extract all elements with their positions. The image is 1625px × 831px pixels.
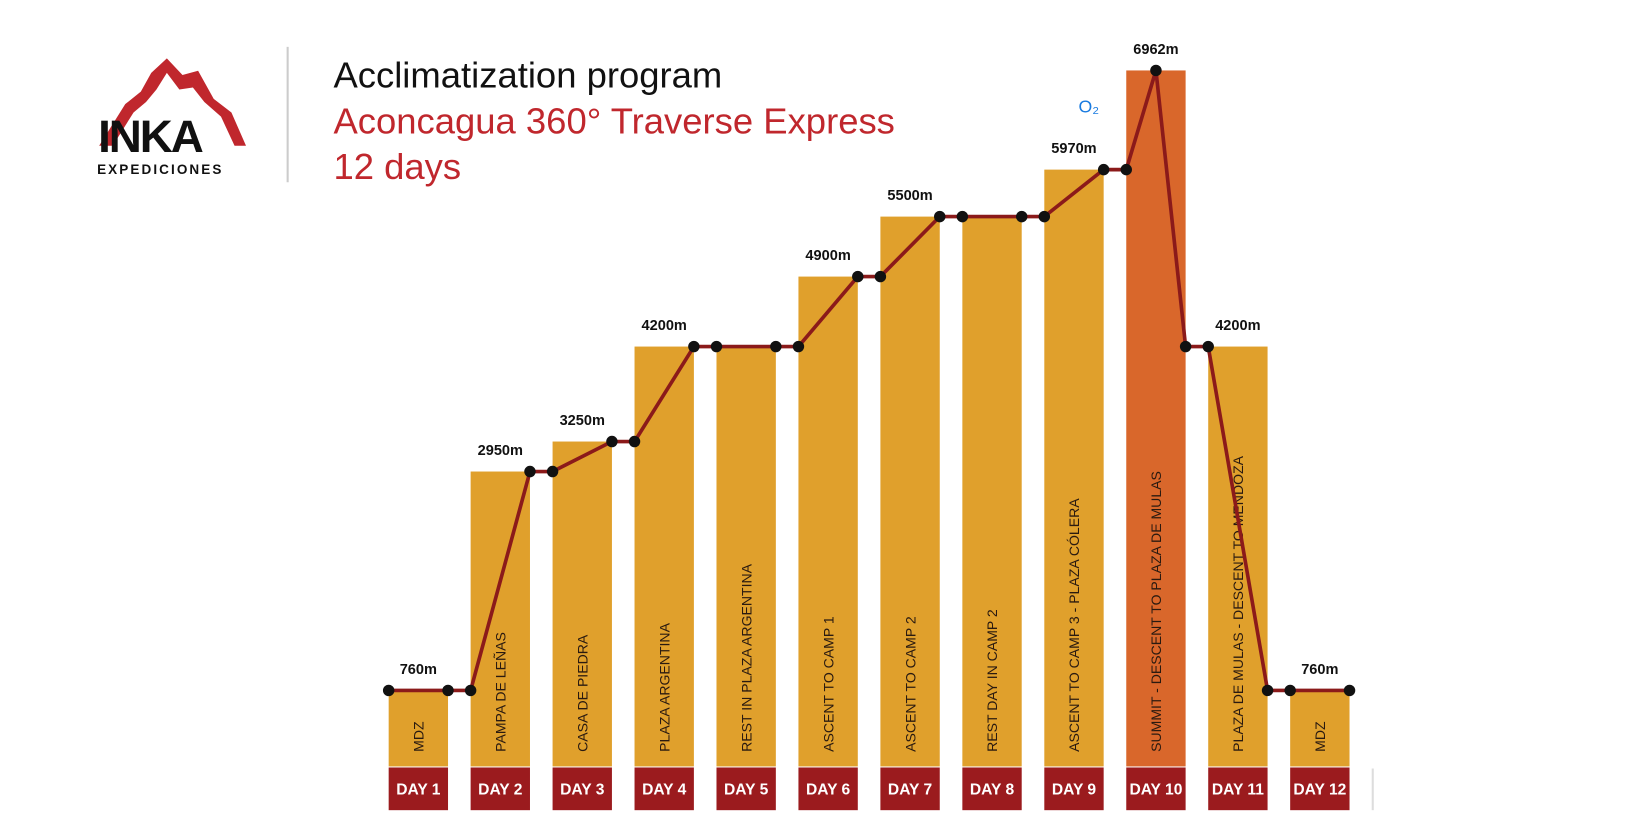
day-label: DAY 7: [888, 782, 932, 799]
stage-label: ASCENT TO CAMP 2: [902, 616, 918, 752]
stage-label: CASA DE PIEDRA: [574, 634, 590, 752]
value-label: 4200m: [1215, 318, 1260, 334]
bar: [470, 471, 530, 767]
route-point: [1120, 163, 1132, 176]
route-point: [770, 340, 782, 353]
day-label: DAY 8: [970, 782, 1015, 799]
bar: [716, 346, 776, 767]
day-box: [634, 767, 694, 811]
bar: [1290, 690, 1350, 767]
stage-label: SUMMIT - DESCENT TO PLAZA DE MULAS: [1148, 471, 1164, 752]
day-box: [880, 767, 940, 811]
day-box: [716, 767, 776, 811]
day-label: DAY 1: [396, 782, 441, 799]
bar: [1126, 70, 1186, 767]
day-box: [470, 767, 530, 811]
day-box: [1126, 767, 1186, 811]
route-point: [464, 684, 477, 697]
day-label: DAY 2: [478, 782, 523, 799]
route-point: [382, 684, 395, 697]
day-box: [962, 767, 1022, 811]
day-box: [552, 767, 612, 811]
day-label: DAY 10: [1129, 782, 1182, 799]
route-point: [710, 340, 723, 353]
route-point: [606, 435, 618, 448]
day-label: DAY 3: [560, 782, 605, 799]
stage-label: PAMPA DE LEÑAS: [493, 632, 509, 752]
stage-label: MDZ: [411, 721, 427, 752]
route-point: [874, 270, 887, 283]
route-point: [1015, 210, 1028, 223]
day-label: DAY 9: [1052, 782, 1097, 799]
route-point: [1150, 64, 1162, 77]
route-point: [1038, 210, 1051, 223]
day-box: [798, 767, 858, 811]
bar: [962, 216, 1022, 767]
stage-label: REST IN PLAZA ARGENTINA: [738, 563, 754, 751]
value-label: 760m: [1301, 662, 1338, 678]
route-point: [1284, 684, 1296, 697]
route-point: [442, 684, 454, 697]
stage-label: ASCENT TO CAMP 3 - PLAZA CÓLERA: [1066, 498, 1082, 752]
route-point: [1261, 684, 1274, 697]
day-box: [1290, 767, 1350, 811]
value-label: 3250m: [560, 413, 605, 429]
bar: [880, 216, 940, 767]
day-box: [1208, 767, 1268, 811]
day-label: DAY 6: [806, 782, 851, 799]
route-point: [1097, 163, 1110, 176]
route-point: [1343, 684, 1356, 697]
value-label: 4900m: [805, 248, 850, 264]
title: Acclimatization program: [333, 54, 722, 95]
route-point: [934, 210, 946, 223]
bar: [1208, 346, 1268, 767]
route-point: [546, 465, 559, 478]
route-point: [852, 270, 864, 283]
value-label: 2950m: [478, 443, 523, 459]
subtitle: Aconcagua 360° Traverse Express: [333, 100, 894, 141]
stage-label: ASCENT TO CAMP 1: [820, 616, 836, 752]
logo-mountain: [99, 58, 247, 146]
route-point: [628, 435, 641, 448]
logo-tagline: EXPEDICIONES: [97, 162, 223, 177]
bar: [552, 441, 612, 767]
route-point: [1179, 340, 1192, 353]
logo-name: INKA: [98, 111, 203, 162]
route-point: [956, 210, 969, 223]
stage-label: PLAZA ARGENTINA: [656, 622, 672, 751]
route-point: [688, 340, 700, 353]
value-label: 4200m: [642, 318, 687, 334]
route-point: [792, 340, 805, 353]
stage-label: REST DAY IN CAMP 2: [984, 609, 1000, 752]
bar: [634, 346, 694, 767]
route-point: [524, 465, 536, 478]
day-label: DAY 4: [642, 782, 687, 799]
route-line: [388, 69, 1350, 693]
duration: 12 days: [333, 146, 461, 187]
day-box: [388, 767, 449, 811]
value-label: 6962m: [1133, 42, 1178, 58]
value-label: 5500m: [887, 188, 932, 204]
route-point: [1202, 340, 1214, 353]
day-label: DAY 5: [724, 782, 769, 799]
bar: [388, 690, 449, 767]
annotation: O₂: [1078, 96, 1099, 116]
stage-label: MDZ: [1312, 721, 1328, 752]
stage-label: PLAZA DE MULAS - DESCENT TO MENDOZA: [1230, 455, 1246, 751]
day-label: DAY 11: [1212, 782, 1264, 799]
bar: [1044, 169, 1104, 767]
day-label: DAY 12: [1293, 782, 1346, 799]
value-label: 5970m: [1051, 141, 1096, 157]
value-label: 760m: [400, 662, 437, 678]
day-box: [1044, 767, 1104, 811]
bar: [798, 276, 858, 767]
